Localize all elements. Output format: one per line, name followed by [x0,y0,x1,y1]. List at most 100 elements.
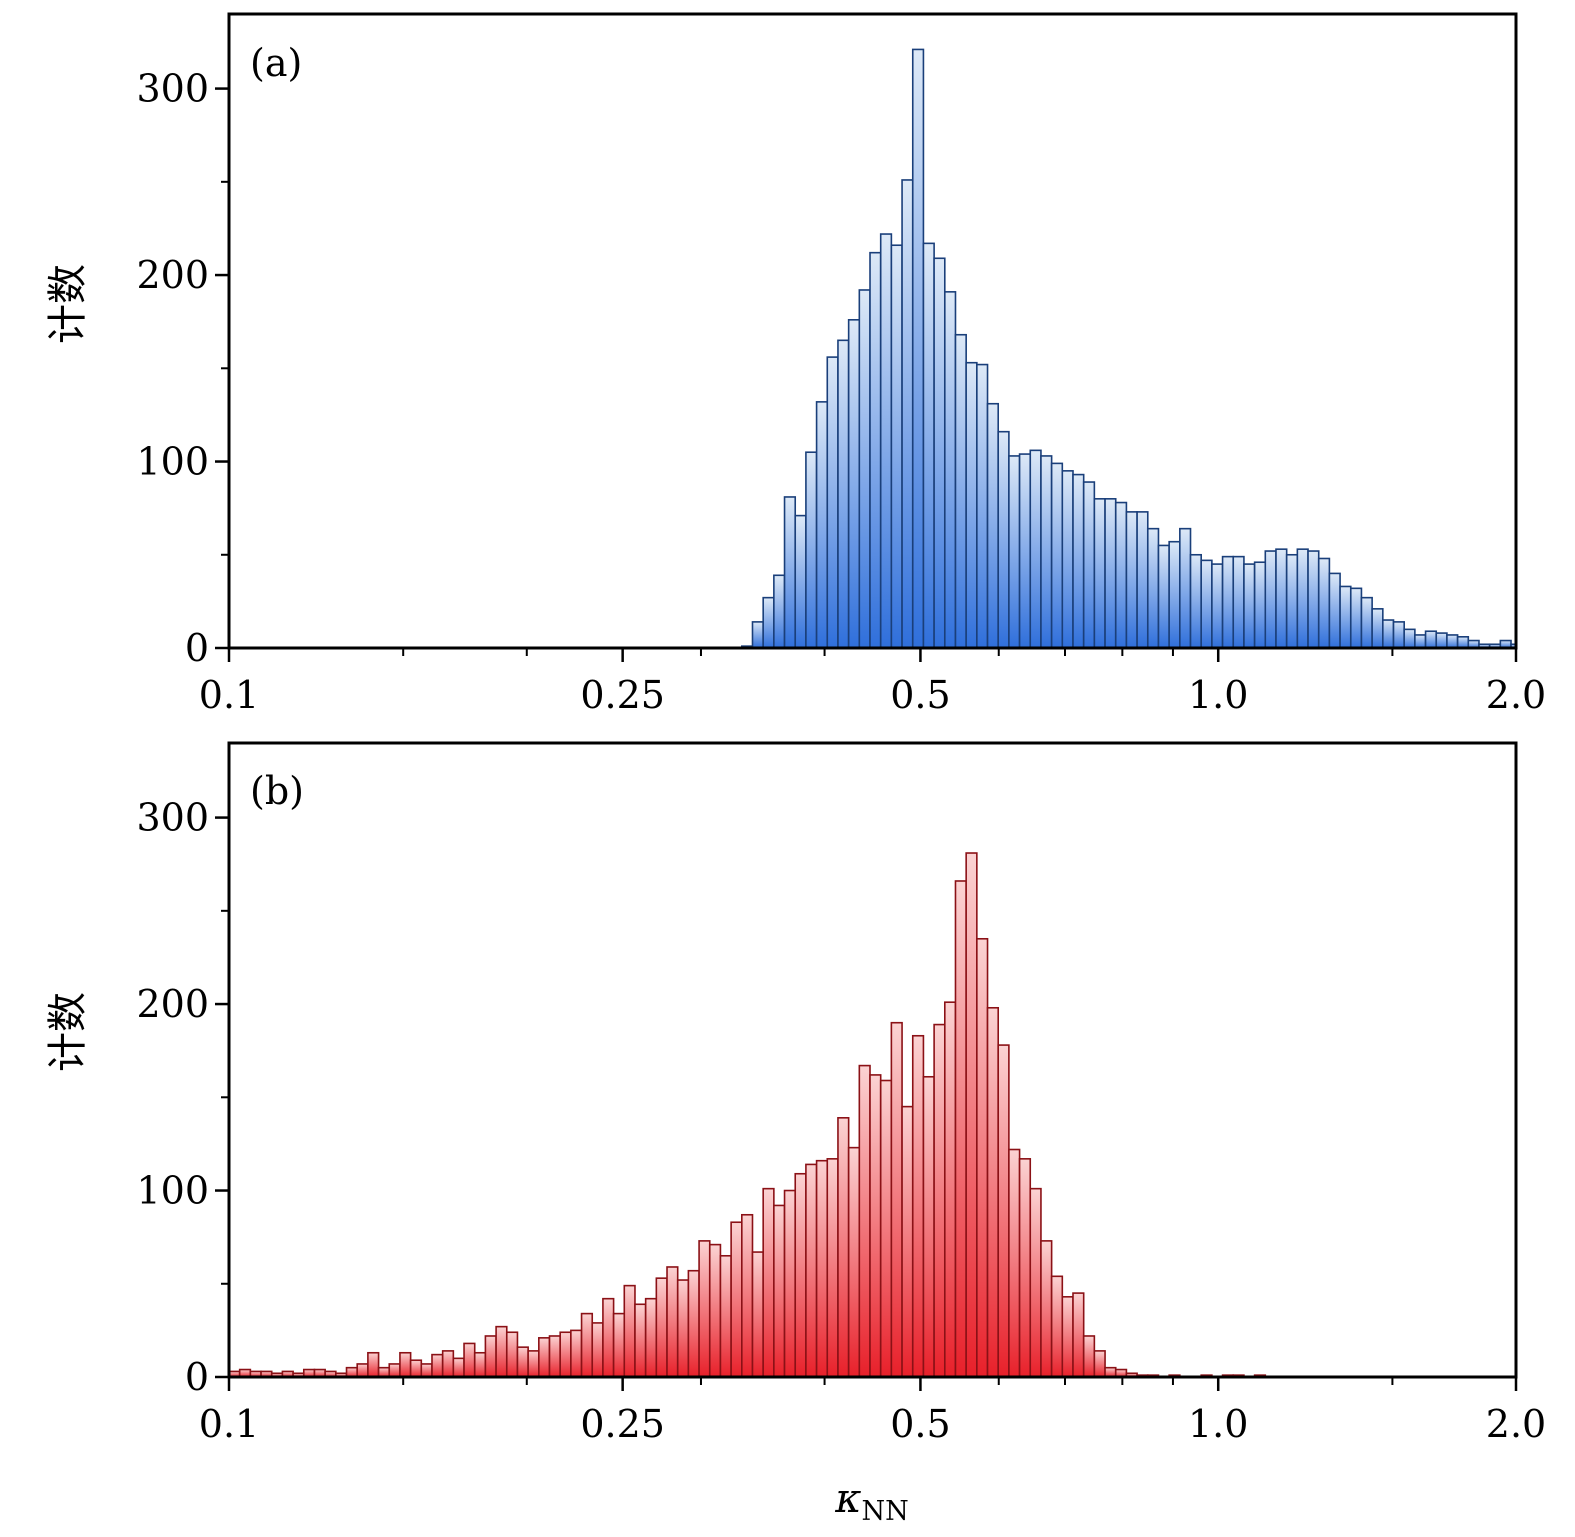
histogram-bar [943,1001,957,1378]
histogram-bar [452,1357,465,1378]
histogram-bar [1307,550,1320,649]
histogram-bar [1424,630,1438,649]
histogram-bar [890,244,903,649]
histogram-bar [1349,587,1363,649]
histogram-bar [409,1359,423,1378]
y-tick-label: 100 [136,440,209,484]
histogram-bar [1189,553,1203,649]
histogram-bar [1328,572,1341,649]
histogram-bar [527,1350,540,1378]
plot-frame [227,741,1518,1379]
histogram-bar [837,339,850,649]
histogram-bars [741,48,1517,649]
histogram-bar [858,289,871,649]
histogram-bar [1040,1240,1053,1378]
histogram-bar [1275,548,1288,649]
histogram-bar [879,233,893,649]
histogram-bar [826,1158,839,1378]
histogram-bar [1050,462,1064,649]
histogram-bar [1243,563,1256,649]
y-tick-label: 0 [185,626,209,670]
histogram-bar [783,1189,797,1378]
histogram-bar [986,402,1000,649]
histogram-bar [954,880,967,1378]
panel-a: 计数 0.1 0.25 0.5 1.0 2.0 0 100 200 300 (a) [45,12,1546,717]
histogram-bar [1061,1296,1074,1378]
histogram-bar [1403,628,1416,649]
histogram-bar [1211,563,1224,649]
histogram-bar [420,1363,433,1378]
histogram-bar [997,1044,1010,1378]
x-axis-label: κNN [834,1476,908,1527]
histogram-bar [1146,527,1160,649]
x-tick-label: 0.5 [890,673,950,717]
histogram-bar [1114,501,1128,649]
histogram-bar [1382,619,1395,649]
histogram-bar [847,1146,861,1378]
histogram-bar [794,514,807,649]
histogram-bar [644,1297,658,1378]
histogram-bar [1008,1148,1021,1378]
histogram-bar [773,1204,786,1378]
x-tick-label: 0.1 [199,1402,259,1446]
y-axis-label: 计数 [45,992,91,1072]
histogram-bar [965,361,978,649]
histogram-bar [730,1221,743,1378]
histogram-bar [1285,553,1299,649]
histogram-bar [762,596,775,649]
histogram-bar [826,356,839,649]
y-axis-label: 计数 [45,264,91,344]
histogram-bar [1029,449,1042,649]
histogram-bar [612,1312,626,1378]
histogram-bar [1040,455,1053,649]
histogram-bar [976,363,989,649]
axis-ticks: 0.1 0.25 0.5 1.0 2.0 0 100 200 300 [136,67,1546,717]
histogram-bar [655,1277,668,1378]
y-tick-label: 200 [136,253,209,297]
x-tick-label: 0.25 [580,1402,665,1446]
x-tick-label: 0.5 [890,1402,950,1446]
histogram-bar [815,1159,829,1378]
histogram-bar [741,1213,754,1378]
histogram-bar [356,1363,369,1378]
histogram-bar [1232,555,1245,649]
histogram-bar [1104,498,1117,649]
histogram-bar [1360,596,1373,649]
histogram-bar [431,1353,444,1378]
histogram-bar [719,1254,732,1378]
histogram-bar [1082,481,1096,649]
histogram-bar [1072,1292,1085,1378]
histogram-bar [986,1006,1000,1378]
histogram-bar [698,1240,711,1378]
x-tick-label: 2.0 [1486,1402,1546,1446]
histogram-bar [751,1251,764,1378]
histogram-bar [708,1243,722,1378]
histogram-bar [538,1337,551,1378]
histogram-bar [751,621,764,649]
plot-frame [227,12,1518,650]
histogram-bar [879,1079,893,1378]
histogram-bar [1136,511,1149,649]
x-tick-label: 1.0 [1188,673,1248,717]
histogram-bar [954,333,967,649]
histogram-bar [847,319,861,649]
histogram-bar [976,937,989,1378]
y-tick-label: 200 [136,982,209,1026]
histogram-bar [794,1172,807,1378]
y-tick-label: 300 [136,67,209,111]
histogram-bar [473,1351,487,1378]
x-tick-label: 0.25 [580,673,665,717]
histogram-bar [1018,453,1032,649]
histogram-bar [623,1284,636,1378]
axis-ticks: 0.1 0.25 0.5 1.0 2.0 0 100 200 300 [136,796,1546,1446]
histogram-bar [570,1329,583,1378]
histogram-bar [1082,1335,1096,1378]
histogram-bar [933,257,946,649]
histogram-bar [1029,1187,1042,1378]
histogram-bar [548,1335,561,1378]
histogram-bar [1435,632,1448,649]
histogram-bar [367,1351,380,1378]
panel-b: 计数 0.1 0.25 0.5 1.0 2.0 0 100 200 300 (b) κNN [45,741,1546,1527]
y-tick-label: 300 [136,796,209,840]
histogram-bar [1371,608,1384,649]
